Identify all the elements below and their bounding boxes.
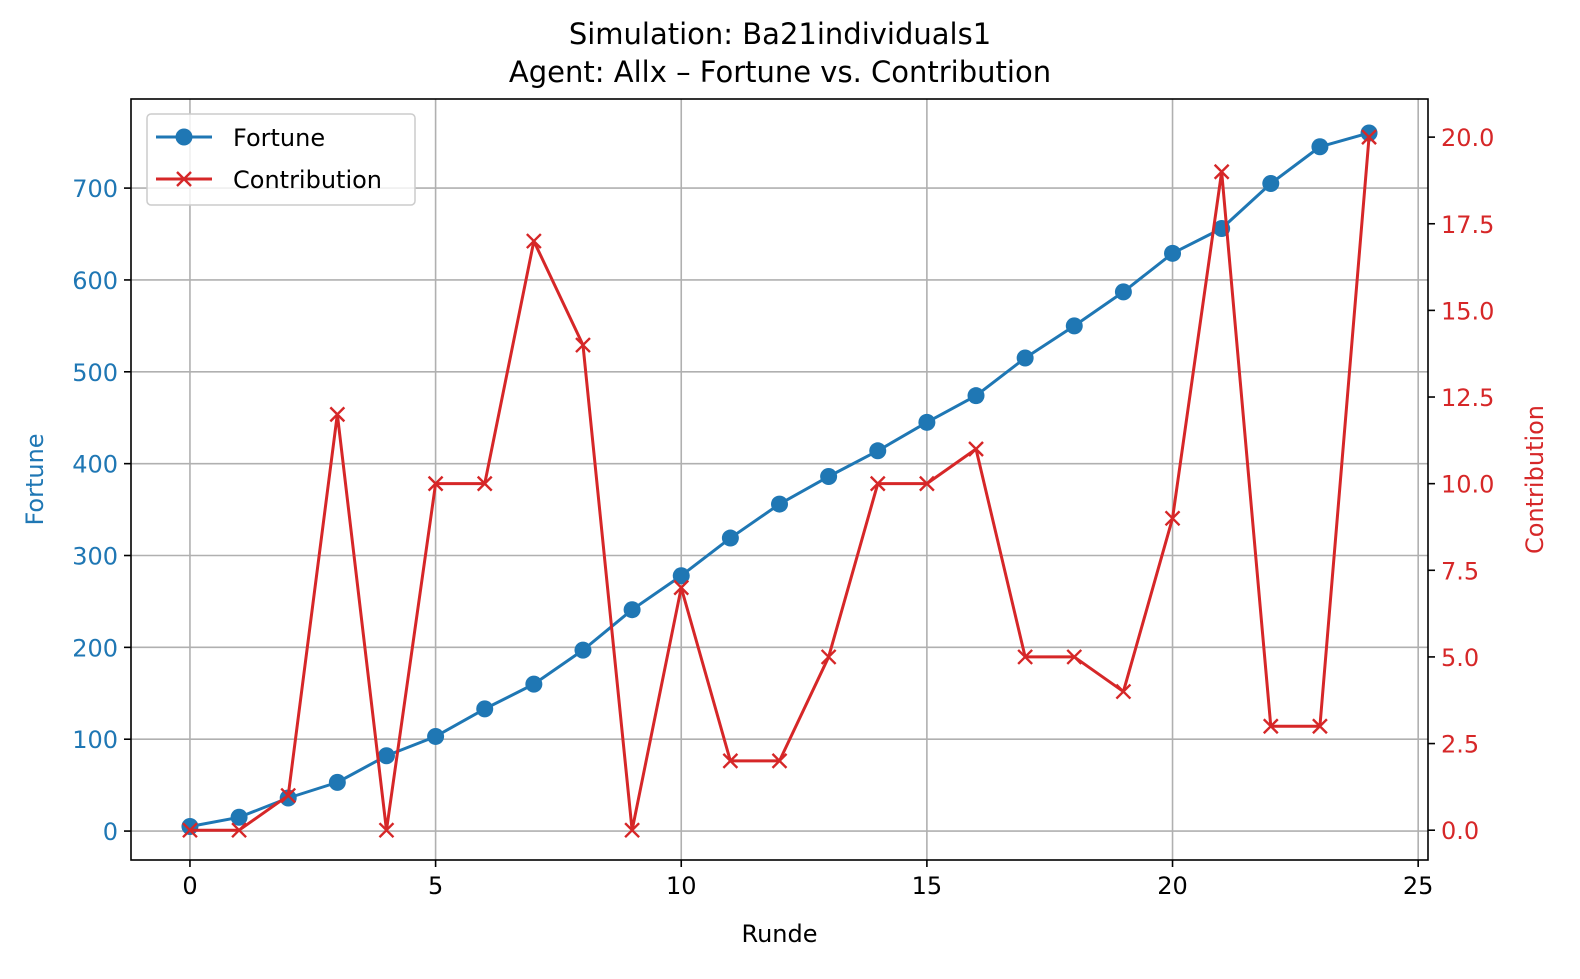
- contribution-point: [673, 579, 690, 596]
- x-tick-label: 10: [666, 872, 697, 900]
- fortune-point: [1065, 317, 1083, 335]
- fortune-point: [869, 442, 887, 460]
- fortune-point: [967, 387, 985, 405]
- contribution-point: [1262, 718, 1279, 735]
- contribution-point: [1066, 649, 1083, 665]
- contribution-point: [919, 475, 935, 492]
- contribution-point: [1115, 683, 1132, 700]
- fortune-point: [181, 817, 199, 835]
- contribution-point: [1361, 129, 1377, 145]
- fortune-point: [1262, 175, 1280, 193]
- contribution-point: [378, 822, 395, 839]
- y-tick-label-left: 500: [72, 359, 118, 387]
- y-tick-label-right: 20.0: [1441, 124, 1494, 152]
- legend-contribution-marker: [176, 171, 192, 187]
- fortune-point: [1164, 244, 1182, 262]
- y-tick-label-left: 400: [72, 451, 118, 479]
- fortune-point: [230, 808, 248, 826]
- y-tick-label-right: 0.0: [1441, 817, 1479, 845]
- fortune-point: [328, 773, 346, 791]
- contribution-point: [820, 649, 837, 665]
- fortune-point: [574, 641, 592, 659]
- contribution-point: [722, 753, 739, 769]
- y-axis-label-left: Fortune: [21, 433, 49, 525]
- fortune-point: [623, 601, 641, 619]
- x-axis-label: Runde: [741, 920, 817, 948]
- contribution-point: [476, 475, 493, 492]
- legend-fortune-label: Fortune: [233, 124, 325, 152]
- legend: Fortune Contribution: [146, 113, 416, 206]
- y-tick-label-left: 700: [72, 175, 118, 203]
- fortune-point: [771, 495, 788, 513]
- contribution-point: [869, 475, 886, 492]
- x-tick-label: 5: [428, 872, 443, 900]
- series-layer: [181, 124, 1378, 839]
- contribution-point: [771, 753, 788, 769]
- contribution-point: [1164, 510, 1181, 527]
- fortune-point: [1114, 283, 1132, 301]
- x-tick-label: 25: [1403, 872, 1434, 900]
- fortune-point: [279, 789, 297, 807]
- y-axis-label-right: Contribution: [1521, 405, 1549, 554]
- ticks-layer: 0 5 10 15 20 25 0 100 200 300 400 500 600 700 0.0 2.5 5.…: [72, 124, 1494, 900]
- y-tick-label-right: 2.5: [1441, 731, 1479, 759]
- contribution-point: [231, 822, 247, 839]
- fortune-point: [377, 747, 395, 765]
- chart-title: Simulation: Ba21individuals1: [569, 17, 991, 51]
- y-tick-label-left: 200: [72, 634, 118, 662]
- contribution-point: [624, 822, 640, 839]
- y-tick-label-left: 300: [72, 543, 118, 571]
- fortune-point: [820, 468, 838, 486]
- fortune-point: [1016, 349, 1034, 367]
- contribution-point: [427, 475, 444, 492]
- contribution-point: [329, 406, 346, 423]
- x-tick-label: 0: [182, 872, 197, 900]
- fortune-point: [672, 567, 690, 585]
- y-tick-label-left: 600: [72, 267, 118, 295]
- y-tick-label-right: 10.0: [1441, 471, 1494, 499]
- contribution-point: [575, 337, 591, 353]
- contribution-point: [1312, 718, 1328, 735]
- chart-subtitle: Agent: Allx – Fortune vs. Contribution: [509, 55, 1051, 89]
- contribution-point: [280, 787, 297, 804]
- y-tick-label-right: 17.5: [1441, 211, 1494, 239]
- y-tick-label-left: 0: [103, 818, 118, 846]
- grid: [131, 99, 1428, 860]
- contribution-point: [1017, 649, 1033, 665]
- legend-fortune-marker: [175, 128, 193, 146]
- x-tick-label: 15: [912, 872, 943, 900]
- contribution-point: [968, 441, 984, 457]
- contribution-point: [182, 822, 198, 839]
- y-tick-label-right: 12.5: [1441, 384, 1494, 412]
- x-tick-label: 20: [1157, 872, 1188, 900]
- y-tick-label-left: 100: [72, 726, 118, 754]
- fortune-point: [1360, 124, 1378, 142]
- y-tick-label-right: 15.0: [1441, 297, 1494, 325]
- fortune-point: [721, 529, 739, 547]
- fortune-point: [525, 675, 543, 693]
- fortune-point: [1311, 138, 1329, 156]
- contribution-point: [1213, 163, 1230, 180]
- fortune-point: [476, 700, 494, 718]
- contribution-point: [526, 233, 542, 249]
- legend-contribution-label: Contribution: [233, 166, 382, 194]
- plot-frame: [130, 98, 1429, 861]
- y-tick-label-right: 5.0: [1441, 644, 1479, 672]
- fortune-point: [918, 413, 936, 431]
- fortune-point: [427, 727, 445, 745]
- legend-box: [146, 113, 416, 206]
- y-tick-label-right: 7.5: [1441, 557, 1479, 585]
